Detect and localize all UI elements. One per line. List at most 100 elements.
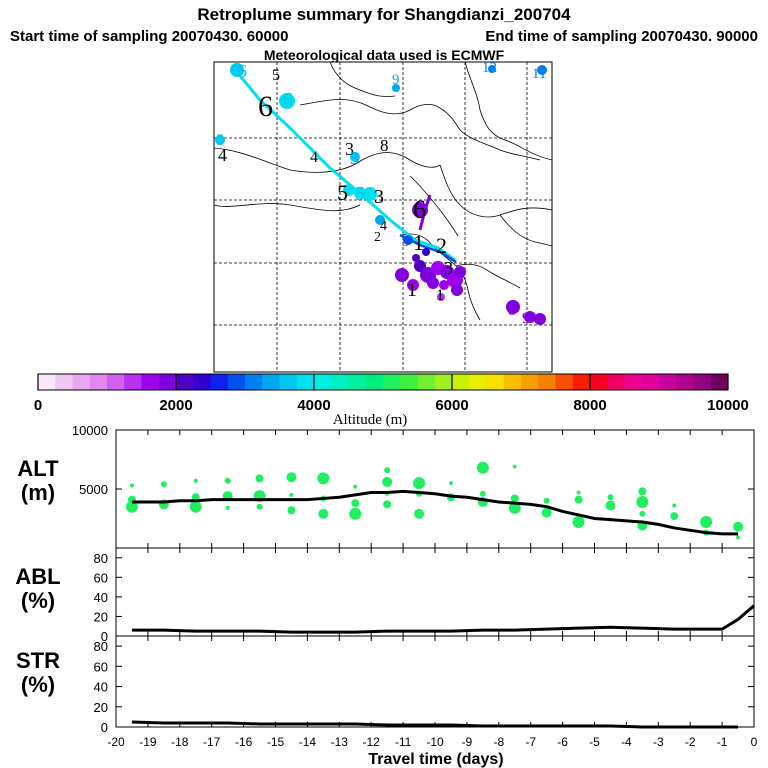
abl-y-tick-label: 20	[94, 609, 108, 624]
trajectory-day-label: 6	[258, 90, 273, 123]
trajectory-point	[451, 284, 463, 296]
colorbar-cell	[607, 374, 625, 390]
abl-y-tick-label: 80	[94, 551, 108, 566]
x-tick-label: -20	[107, 735, 125, 749]
colorbar-cell	[55, 374, 73, 390]
x-tick-label: -17	[203, 735, 221, 749]
x-tick-label: -3	[653, 735, 664, 749]
colorbar-cell	[641, 374, 660, 390]
x-tick-label: -18	[171, 735, 189, 749]
trajectory-point	[534, 313, 546, 325]
colorbar-cell	[296, 374, 315, 390]
str-y-tick-label: 80	[94, 639, 108, 654]
trajectory-day-label: 5	[355, 183, 365, 205]
x-tick-label: -19	[139, 735, 157, 749]
alt-cluster-point	[225, 505, 230, 510]
colorbar-cell	[469, 374, 487, 390]
alt-cluster-point	[543, 497, 550, 504]
alt-cluster-point	[733, 521, 744, 532]
colorbar-tick-label: 8000	[573, 397, 606, 414]
alt-cluster-point	[605, 500, 616, 511]
abl-y-tick-label: 60	[94, 570, 108, 585]
trajectory-point	[437, 293, 445, 301]
alt-cluster-point	[189, 500, 202, 513]
colorbar-cell	[365, 374, 384, 390]
trajectory-day-label: 9	[522, 310, 530, 327]
colorbar-cell	[124, 374, 142, 390]
trajectory-day-label: 1	[413, 230, 424, 255]
colorbar-cell	[193, 374, 211, 390]
trajectory-day-label: 2	[374, 230, 381, 245]
trajectory-day-label: 1	[436, 287, 444, 304]
colorbar-cell	[693, 374, 712, 390]
alt-panel-label: ALT (m)	[17, 456, 59, 505]
str-y-tick-label: 40	[94, 680, 108, 695]
str-y-tick-label: 0	[101, 720, 108, 735]
str-panel: 0 20 40 60 80	[94, 636, 755, 735]
trajectory-point	[279, 93, 295, 109]
str-y-tick-label: 20	[94, 700, 108, 715]
colorbar-cell	[107, 374, 125, 390]
alt-cluster-point	[510, 494, 519, 503]
trajectory-point	[506, 300, 520, 314]
alt-cluster-point	[476, 461, 489, 474]
trajectory-point	[350, 152, 360, 162]
trajectory-day-label: 6	[283, 89, 293, 111]
alt-cluster-point	[193, 478, 198, 483]
colorbar-cell	[452, 374, 470, 390]
alt-cluster-point	[448, 481, 453, 486]
trajectory-day-label: 3	[444, 258, 453, 278]
x-tick-label: -16	[235, 735, 253, 749]
abl-panel: 0 20 40 60 80	[94, 548, 755, 644]
alt-panel: 5000 10000	[72, 423, 755, 548]
alt-cluster-point	[384, 467, 391, 474]
colorbar-cell	[555, 374, 574, 390]
str-line	[131, 720, 739, 729]
colorbar-cell	[400, 374, 418, 390]
alt-cluster-point	[286, 472, 297, 483]
colorbar-ticks: 0 2000 4000 6000 8000 10000	[34, 374, 749, 414]
x-axis: -20 -19 -18 -17 -16 -15 -14 -13 -12 -11 -10 -9 -8 -7-…	[107, 735, 757, 749]
str-panel-label: STR (%)	[16, 648, 60, 697]
x-tick-label: -15	[267, 735, 285, 749]
time-series-panels: ALT (m) ABL (%) STR (%) 5000 10000 0 20 40 60 80…	[15, 423, 757, 768]
trajectory-day-label: 6	[238, 61, 247, 81]
alt-cluster-point	[351, 499, 360, 508]
trajectory-day-label: 1	[407, 279, 417, 301]
colorbar-label: Altitude (m)	[333, 412, 408, 428]
colorbar-tick-label: 6000	[435, 397, 468, 414]
alt-cluster-point	[541, 507, 552, 518]
alt-cluster-point	[255, 474, 264, 483]
alt-cluster-point	[349, 507, 362, 520]
x-tick-label: -11	[395, 735, 412, 749]
trajectory-day-label: 5	[337, 180, 348, 205]
colorbar-cell	[245, 374, 263, 390]
x-tick-label: -14	[299, 735, 317, 749]
alt-cluster-point	[672, 503, 677, 508]
colorbar-cell	[227, 374, 246, 390]
figure-title: Retroplume summary for Shangdianzi_20070…	[197, 5, 571, 24]
colorbar-cell	[590, 374, 608, 390]
trajectory-point	[427, 277, 439, 289]
colorbar-cell	[434, 374, 453, 390]
colorbar-cell	[89, 374, 108, 390]
colorbar-cell	[710, 374, 729, 390]
alt-cluster-point	[607, 494, 614, 501]
colorbar-cell	[503, 374, 522, 390]
alt-cluster-point	[256, 503, 263, 510]
x-tick-label: -4	[621, 735, 632, 749]
map-gridlines	[214, 62, 552, 372]
trajectory-day-label: 11	[532, 66, 546, 82]
trajectory-point	[524, 311, 536, 323]
alt-cluster-point	[318, 508, 329, 519]
alt-cluster-point	[512, 464, 517, 469]
alt-cluster-point	[382, 476, 393, 487]
trajectory-day-label: 8	[380, 136, 389, 155]
colorbar-cell	[262, 374, 280, 390]
trajectory-day-label: 3	[345, 139, 354, 159]
alt-cluster-point	[736, 535, 741, 540]
alt-mean-line	[131, 489, 739, 536]
colorbar-cell	[659, 374, 677, 390]
trajectory-point	[395, 268, 409, 282]
